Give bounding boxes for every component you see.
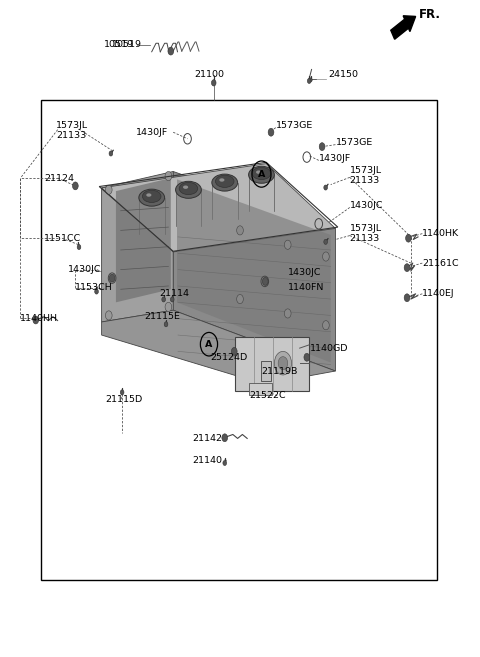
Circle shape — [284, 309, 291, 318]
Text: 21115D: 21115D — [106, 395, 143, 403]
Circle shape — [404, 263, 410, 271]
Circle shape — [268, 128, 274, 136]
Text: 1430JC: 1430JC — [350, 201, 383, 210]
Circle shape — [237, 294, 243, 304]
Polygon shape — [116, 178, 171, 302]
Circle shape — [278, 357, 288, 370]
Circle shape — [304, 353, 310, 361]
Polygon shape — [177, 179, 331, 363]
Circle shape — [406, 235, 411, 242]
Text: FR.: FR. — [419, 8, 441, 21]
Ellipse shape — [179, 183, 198, 194]
Bar — [249, 384, 273, 396]
Text: 21114: 21114 — [159, 289, 189, 298]
Polygon shape — [102, 164, 336, 252]
Text: 21100: 21100 — [194, 70, 224, 79]
Text: 1140FN: 1140FN — [288, 283, 324, 292]
Polygon shape — [102, 310, 336, 384]
Circle shape — [284, 240, 291, 250]
Circle shape — [263, 277, 268, 285]
Circle shape — [275, 351, 291, 375]
Text: 24150: 24150 — [328, 70, 358, 79]
Bar — [40, 99, 437, 580]
Circle shape — [165, 302, 172, 311]
Circle shape — [307, 78, 311, 83]
Circle shape — [72, 182, 78, 190]
Text: 21124: 21124 — [44, 173, 74, 183]
Ellipse shape — [139, 189, 165, 206]
FancyArrow shape — [391, 16, 416, 39]
Text: 1573JL
21133: 1573JL 21133 — [350, 166, 382, 185]
Circle shape — [319, 143, 325, 150]
Text: 1151CC: 1151CC — [44, 234, 82, 242]
Ellipse shape — [252, 168, 271, 179]
Circle shape — [106, 311, 112, 320]
Text: 1573JL
21133: 1573JL 21133 — [56, 121, 88, 140]
Text: 21140: 21140 — [192, 456, 222, 465]
Text: A: A — [258, 170, 265, 179]
Text: 25124D: 25124D — [210, 353, 247, 362]
Circle shape — [165, 171, 172, 181]
Ellipse shape — [183, 185, 188, 189]
Circle shape — [237, 226, 243, 235]
Circle shape — [106, 185, 112, 194]
Polygon shape — [173, 171, 336, 371]
Ellipse shape — [176, 181, 201, 198]
Circle shape — [212, 79, 216, 86]
Circle shape — [324, 185, 327, 190]
Circle shape — [309, 78, 312, 82]
Bar — [235, 337, 309, 391]
Circle shape — [404, 294, 410, 302]
Text: 1140EJ: 1140EJ — [422, 289, 455, 298]
Circle shape — [222, 434, 228, 442]
Text: 1430JF: 1430JF — [136, 127, 168, 137]
Circle shape — [33, 316, 38, 324]
Bar — [261, 361, 271, 381]
Circle shape — [109, 151, 113, 156]
Ellipse shape — [249, 166, 275, 183]
Circle shape — [120, 390, 124, 395]
Circle shape — [323, 252, 329, 261]
Text: 21522C: 21522C — [250, 392, 286, 400]
Ellipse shape — [143, 191, 161, 202]
Text: 21161C: 21161C — [422, 259, 459, 267]
Text: 21115E: 21115E — [144, 312, 180, 321]
Circle shape — [170, 297, 174, 302]
Text: 1430JC: 1430JC — [288, 268, 321, 277]
Circle shape — [109, 274, 115, 282]
Circle shape — [231, 348, 237, 355]
Text: A: A — [205, 340, 213, 349]
Circle shape — [168, 47, 174, 55]
Ellipse shape — [212, 174, 238, 191]
Text: 1430JF: 1430JF — [319, 154, 351, 163]
Circle shape — [324, 239, 327, 244]
Ellipse shape — [219, 178, 225, 182]
Polygon shape — [102, 171, 173, 322]
Text: 1430JC: 1430JC — [68, 265, 102, 274]
Text: 1573GE: 1573GE — [336, 138, 372, 147]
Circle shape — [223, 461, 227, 466]
Circle shape — [323, 321, 329, 330]
Ellipse shape — [146, 193, 151, 196]
Text: 1153CH: 1153CH — [75, 283, 113, 292]
Circle shape — [77, 244, 81, 250]
Circle shape — [164, 322, 168, 327]
Text: 10519: 10519 — [112, 40, 142, 49]
Text: 1573GE: 1573GE — [276, 121, 313, 130]
Text: 1140GD: 1140GD — [310, 344, 348, 353]
Text: 21142: 21142 — [192, 434, 222, 443]
Text: 10519: 10519 — [104, 40, 133, 49]
Text: 1140HH: 1140HH — [20, 314, 58, 323]
Text: 21119B: 21119B — [262, 367, 298, 376]
Text: 1140HK: 1140HK — [422, 229, 459, 238]
Circle shape — [162, 297, 166, 302]
Ellipse shape — [256, 170, 261, 174]
Ellipse shape — [216, 175, 234, 187]
Circle shape — [95, 289, 98, 294]
Text: 1573JL
21133: 1573JL 21133 — [350, 224, 382, 243]
